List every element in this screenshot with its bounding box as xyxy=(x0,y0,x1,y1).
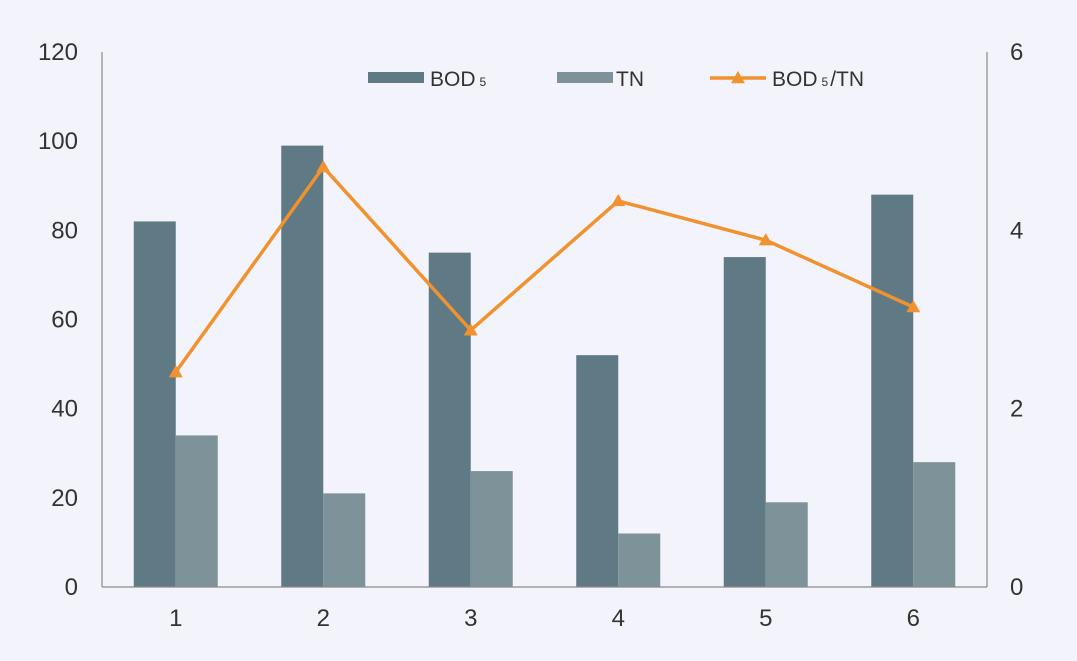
y-right-tick-label: 6 xyxy=(1010,39,1023,66)
marker-bod5-tn-5 xyxy=(758,233,773,246)
bar-tn-6 xyxy=(913,462,956,587)
y-left-tick-label: 0 xyxy=(65,574,78,601)
x-tick-label: 2 xyxy=(317,605,330,632)
marker-bod5-tn-4 xyxy=(611,193,626,207)
legend-label-bod5: BOD 5 xyxy=(430,68,487,91)
marker-bod5-tn-3 xyxy=(463,323,478,336)
x-tick-label: 6 xyxy=(907,605,920,632)
legend-swatch-tn xyxy=(557,72,613,83)
marker-bod5-tn-1 xyxy=(168,365,183,378)
bars-layer xyxy=(133,145,956,587)
x-tick-label: 5 xyxy=(759,605,772,632)
legend-item-bod5: BOD 5 xyxy=(368,68,487,91)
legend-label-tn: TN xyxy=(616,68,644,91)
bar-bod5-5 xyxy=(723,257,766,587)
legend-swatch-bod5 xyxy=(368,72,424,83)
y-left-tick-label: 100 xyxy=(38,128,78,155)
bar-tn-4 xyxy=(618,533,661,587)
x-tick-label: 4 xyxy=(612,605,625,632)
y-left-tick-label: 80 xyxy=(51,217,78,244)
legend-marker-ratio xyxy=(731,71,745,84)
y-right-tick-label: 4 xyxy=(1010,217,1023,244)
line-bod5-tn xyxy=(174,165,914,374)
legend-item-ratio: BOD 5/TN xyxy=(710,68,864,91)
bar-bod5-4 xyxy=(576,355,619,587)
marker-bod5-tn-2 xyxy=(316,160,331,173)
legend-label-ratio: BOD 5/TN xyxy=(772,68,864,91)
bar-bod5-1 xyxy=(133,221,176,587)
bar-tn-1 xyxy=(175,435,218,587)
legend: BOD 5 TN BOD 5/TN xyxy=(368,68,864,91)
y-left-tick-label: 20 xyxy=(51,485,78,512)
y-left-tick-label: 40 xyxy=(51,396,78,423)
bar-tn-5 xyxy=(765,502,808,587)
bar-bod5-3 xyxy=(428,252,471,587)
axes-layer: 0 20 40 60 80 100 120 0 2 4 6 1 2 3 4 5 6 xyxy=(38,39,1023,632)
y-right-tick-label: 0 xyxy=(1010,574,1023,601)
bar-bod5-6 xyxy=(871,194,914,587)
legend-item-tn: TN xyxy=(557,68,644,91)
y-right-tick-label: 2 xyxy=(1010,396,1023,423)
marker-bod5-tn-6 xyxy=(906,300,921,313)
line-layer xyxy=(168,160,921,378)
bar-tn-2 xyxy=(323,493,366,587)
x-tick-label: 1 xyxy=(169,605,182,632)
bar-tn-3 xyxy=(470,471,513,587)
y-left-tick-label: 60 xyxy=(51,307,78,334)
y-left-tick-label: 120 xyxy=(38,39,78,66)
x-tick-label: 3 xyxy=(464,605,477,632)
bar-bod5-2 xyxy=(281,145,324,587)
